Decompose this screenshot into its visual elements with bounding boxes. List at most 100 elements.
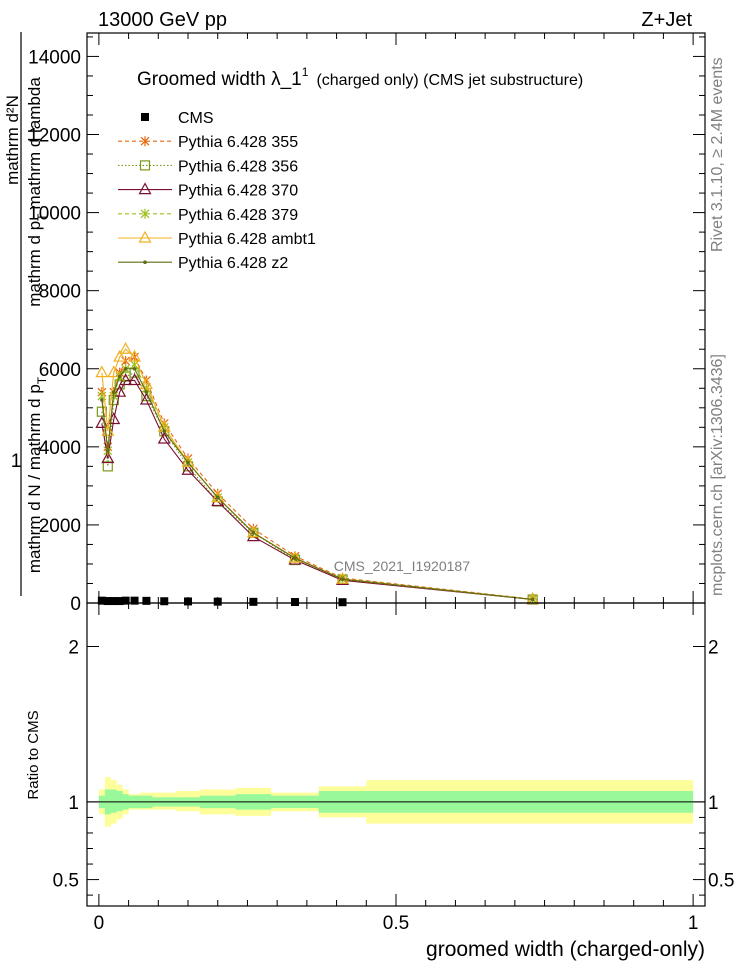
data-point bbox=[246, 525, 260, 538]
data-point bbox=[105, 448, 110, 453]
series-1 bbox=[97, 352, 538, 605]
x-axis-label: groomed width (charged-only) bbox=[426, 938, 705, 961]
ratio-y-tick-label-right: 1 bbox=[708, 793, 719, 814]
series-line bbox=[101, 368, 533, 601]
data-point bbox=[101, 451, 115, 464]
ylabel-top: mathrm d²N bbox=[3, 95, 22, 185]
main-y-tick-label: 8000 bbox=[39, 282, 81, 303]
ylabel-top2: mathrm d pTmathrm d lambda bbox=[25, 77, 49, 307]
chart-title-sup: 1 bbox=[302, 65, 309, 79]
rivet-label: Rivet 3.1.10, ≥ 2.4M events bbox=[709, 57, 726, 252]
data-point bbox=[288, 550, 302, 563]
main-x-ticks bbox=[98, 33, 694, 603]
legend-item: Pythia 6.428 370 bbox=[118, 182, 298, 200]
chart-title: Groomed width λ_11 (charged only) (CMS je… bbox=[137, 65, 583, 90]
ylabel-one: 1 bbox=[11, 451, 22, 472]
ylabel-bottom-main: mathrm d N / mathrm d p bbox=[25, 384, 44, 573]
main-y-tick-label: 10000 bbox=[28, 204, 81, 225]
legend-item: CMS bbox=[141, 110, 214, 127]
legend-marker bbox=[140, 136, 150, 147]
data-point bbox=[123, 366, 128, 371]
main-y-tick-label: 6000 bbox=[39, 360, 81, 381]
series-5 bbox=[95, 341, 540, 605]
ratio-y-tick-label: 0.5 bbox=[53, 871, 79, 892]
ratio-x-axis: 0 0.5 1 bbox=[94, 603, 699, 934]
legend-label: Pythia 6.428 379 bbox=[178, 207, 298, 224]
legend-label: Pythia 6.428 z2 bbox=[178, 255, 288, 272]
main-y-tick-label: 4000 bbox=[39, 438, 81, 459]
legend-item: Pythia 6.428 379 bbox=[118, 207, 298, 224]
x-tick-label: 0.5 bbox=[383, 913, 409, 934]
data-point bbox=[181, 455, 195, 468]
data-point bbox=[103, 597, 112, 606]
legend-marker bbox=[138, 182, 152, 195]
data-point bbox=[128, 349, 142, 362]
ylabel-top2-sub: T bbox=[35, 213, 49, 221]
legend-marker bbox=[140, 208, 150, 219]
series-0 bbox=[97, 596, 347, 607]
data-point bbox=[119, 341, 133, 354]
legend-marker bbox=[138, 230, 152, 243]
x-tick-label: 1 bbox=[688, 913, 699, 934]
data-point bbox=[100, 398, 104, 402]
legend-marker bbox=[141, 113, 149, 121]
data-point bbox=[211, 490, 225, 503]
legend: CMS Pythia 6.428 355 Pythia 6.428 356 Pythi… bbox=[118, 110, 316, 272]
data-point bbox=[97, 596, 106, 605]
main-y-label: mathrm d²N mathrm d pTmathrm d lambda 1 … bbox=[3, 32, 49, 596]
data-point bbox=[144, 390, 149, 394]
ratio-y-tick-label-right: 2 bbox=[708, 638, 719, 659]
data-point bbox=[132, 366, 137, 371]
chart-title-main: Groomed width λ_1 bbox=[137, 69, 302, 90]
data-point bbox=[142, 596, 151, 605]
data-point bbox=[128, 373, 142, 386]
data-point bbox=[102, 461, 113, 472]
data-point bbox=[157, 431, 171, 444]
ratio-plot-frame bbox=[86, 602, 706, 907]
series-6 bbox=[100, 366, 535, 602]
ylabel-top2-main: mathrm d p bbox=[25, 221, 44, 307]
data-point bbox=[251, 530, 256, 535]
main-y-axis: 0 2000 4000 6000 8000 10000 12000 14000 bbox=[28, 36, 705, 615]
data-point bbox=[130, 596, 139, 605]
header-left: 13000 GeV pp bbox=[98, 9, 227, 31]
series-3 bbox=[95, 373, 540, 605]
x-tick-label: 0 bbox=[94, 913, 105, 934]
header-right: Z+Jet bbox=[641, 9, 692, 31]
data-point bbox=[181, 463, 195, 475]
main-y-tick-label: 12000 bbox=[28, 126, 81, 147]
chart-title-suffix: (charged only) (CMS jet substructure) bbox=[316, 72, 583, 89]
data-point bbox=[215, 495, 220, 500]
data-point bbox=[290, 598, 299, 607]
data-point bbox=[293, 556, 297, 560]
ratio-y-tick-label: 1 bbox=[68, 793, 79, 814]
ylabel-bottom: mathrm d N / mathrm d pT bbox=[25, 376, 49, 573]
legend-label: Pythia 6.428 ambt1 bbox=[178, 231, 316, 248]
legend-label: Pythia 6.428 370 bbox=[178, 183, 298, 200]
legend-marker bbox=[143, 260, 147, 265]
data-point bbox=[107, 365, 121, 378]
data-point bbox=[121, 596, 130, 605]
legend-marker bbox=[139, 160, 151, 171]
data-point bbox=[186, 460, 190, 465]
data-point bbox=[340, 577, 345, 581]
data-point bbox=[109, 597, 118, 606]
main-y-tick-label: 2000 bbox=[39, 516, 81, 537]
ylabel-top2-suffix: mathrm d lambda bbox=[25, 77, 44, 210]
data-point bbox=[113, 384, 127, 397]
ratio-y-tick-label-right: 0.5 bbox=[708, 871, 734, 892]
data-point bbox=[162, 429, 167, 434]
analysis-watermark: CMS_2021_I1920187 bbox=[334, 558, 470, 574]
data-point bbox=[113, 349, 127, 362]
data-point bbox=[338, 598, 347, 607]
series-line bbox=[101, 371, 533, 601]
main-series-layer bbox=[95, 341, 540, 607]
main-y-tick-label: 0 bbox=[70, 594, 81, 615]
main-y-tick-label: 14000 bbox=[28, 47, 81, 68]
data-point bbox=[530, 597, 535, 602]
legend-label: Pythia 6.428 356 bbox=[178, 158, 298, 175]
main-plot-panel: 0 2000 4000 6000 8000 10000 12000 14000 CMS_202… bbox=[3, 32, 706, 615]
legend-item: Pythia 6.428 z2 bbox=[118, 255, 288, 272]
data-point bbox=[160, 597, 169, 606]
